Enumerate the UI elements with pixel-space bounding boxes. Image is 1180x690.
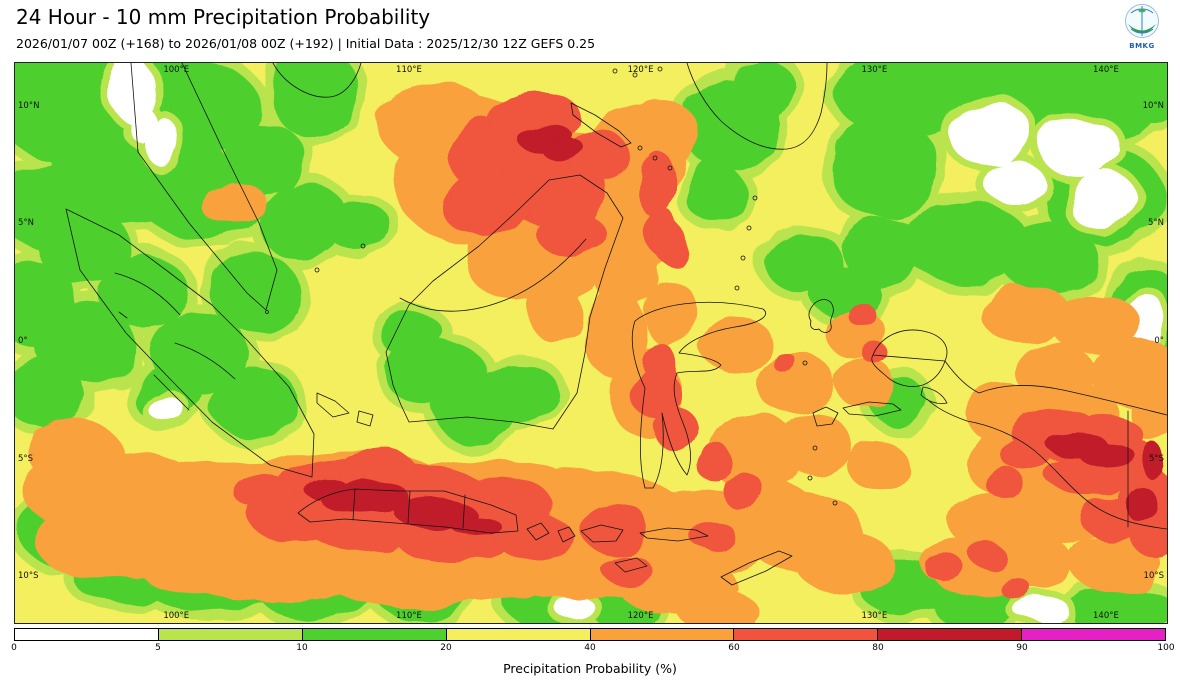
colorbar-segment-20-40 [446,629,591,640]
colorbar-tick: 40 [584,643,596,653]
lon-label: 140°E [1093,65,1119,75]
colorbar-tick: 20 [440,643,452,653]
lat-label: 10°N [18,100,40,111]
lat-label: 10°S [18,570,39,581]
lon-label: 140°E [1093,610,1119,621]
region-prob-0-5 [111,63,1167,620]
lat-label: 5°S [1148,453,1164,464]
bmkg-logo: BMKG [1120,3,1164,50]
map-area: 100°E 100°E 110°E 110°E 120°E 120°E 130°E 130°E… [14,62,1168,624]
colorbar-tick: 60 [728,643,740,653]
colorbar-segment-5-10 [158,629,303,640]
lon-label: 110°E [396,65,422,75]
colorbar-segment-60-80 [734,629,879,640]
page-title: 24 Hour - 10 mm Precipitation Probabilit… [16,5,431,29]
lon-label: 110°E [396,610,422,621]
lon-label: 130°E [861,610,888,621]
colorbar-caption: Precipitation Probability (%) [503,661,677,676]
colorbar-segment-10-20 [302,629,447,640]
lon-label: 100°E [163,65,190,75]
colorbar-segment-40-60 [590,629,735,640]
colorbar-tick: 5 [155,643,161,653]
colorbar [14,628,1166,641]
coastlines [65,63,1167,586]
colorbar-segment-90-100 [1022,629,1165,640]
colorbar-tick: 10 [296,643,308,653]
lon-label: 120°E [627,65,654,75]
colorbar-tick: 80 [872,643,884,653]
lat-label: 5°S [18,453,34,464]
precipitation-map [15,63,1167,623]
bmkg-logo-icon [1125,4,1159,38]
region-prob-80-90 [303,122,1167,535]
lat-label: 0° [1154,335,1164,346]
page-subtitle: 2026/01/07 00Z (+168) to 2026/01/08 00Z … [16,36,596,51]
colorbar-tick: 0 [11,643,17,653]
colorbar-tick: 100 [1157,643,1175,653]
lat-label: 5°N [1147,217,1164,228]
colorbar-tick: 90 [1016,643,1028,653]
lon-label: 130°E [861,65,888,75]
bmkg-logo-label: BMKG [1129,42,1155,50]
lat-label: 10°S [1143,570,1164,581]
lat-label: 5°N [18,217,35,228]
colorbar-ticks: 0 5 10 20 40 60 80 90 100 [11,643,1174,656]
lat-label: 0° [18,335,28,346]
lon-label: 100°E [163,610,190,621]
lon-label: 120°E [627,610,654,621]
lat-label: 10°N [1142,100,1164,111]
colorbar-segment-80-90 [878,629,1023,640]
colorbar-segment-0-5 [15,629,159,640]
